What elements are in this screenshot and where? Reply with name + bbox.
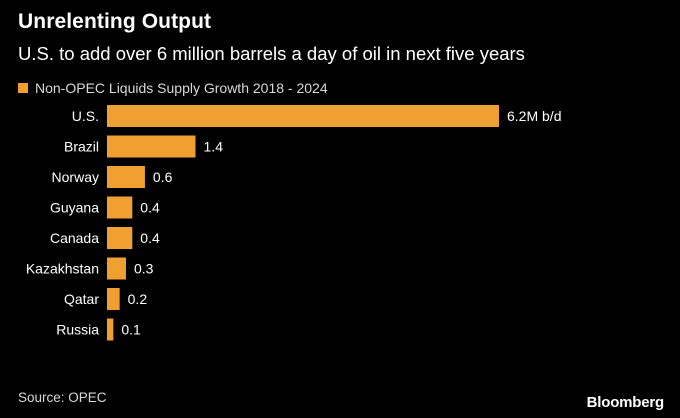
category-label: Norway [52,169,99,185]
bar [107,105,499,127]
data-label: 6.2M b/d [507,108,561,124]
category-label: Brazil [64,139,99,155]
data-label: 0.3 [134,261,154,277]
data-label: 1.4 [204,139,224,155]
category-label: Kazakhstan [26,261,99,277]
bar [107,135,196,158]
bar [107,257,126,280]
legend-label: Non-OPEC Liquids Supply Growth 2018 - 20… [35,80,328,96]
category-label: Russia [56,322,99,338]
bar [107,196,133,219]
category-label: U.S. [72,108,99,124]
category-label: Guyana [50,200,99,216]
chart-title: Unrelenting Output [18,10,212,33]
bloomberg-logo: Bloomberg [586,394,665,411]
bar [107,288,120,310]
bar [107,318,114,341]
bar [107,166,145,188]
source-note: Source: OPEC [18,390,107,405]
data-label: 0.4 [140,200,160,216]
bar [107,227,133,249]
chart-subtitle: U.S. to add over 6 million barrels a day… [18,43,525,64]
data-label: 0.2 [128,291,148,307]
data-label: 0.4 [140,230,160,246]
category-label: Qatar [64,291,99,307]
data-label: 0.1 [121,322,141,338]
chart-legend: Non-OPEC Liquids Supply Growth 2018 - 20… [18,80,328,96]
data-label: 0.6 [153,169,173,185]
category-label: Canada [50,230,99,246]
legend-swatch [18,83,28,93]
